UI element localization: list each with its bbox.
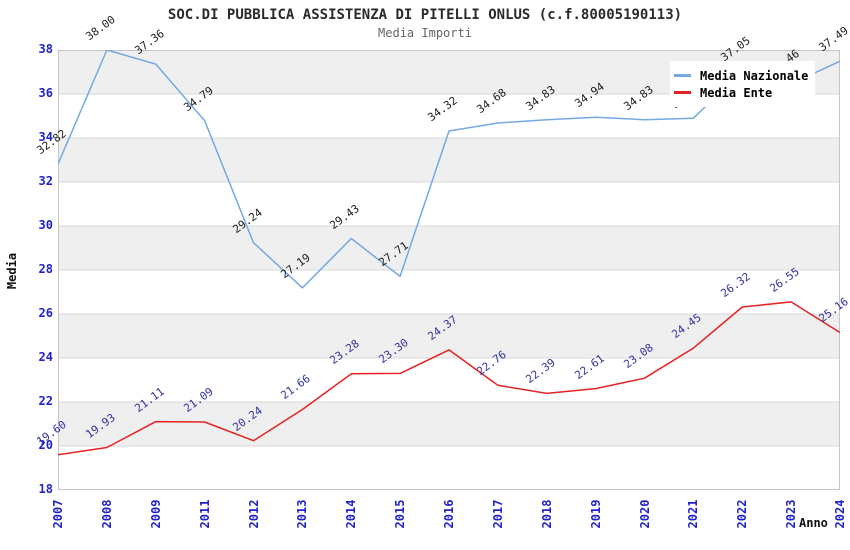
x-tick-label: 2024 xyxy=(833,499,847,529)
nazionale-line-swatch-icon xyxy=(674,74,691,77)
plot-band xyxy=(58,358,840,402)
y-tick-label: 24 xyxy=(38,350,53,364)
y-tick-label: 38 xyxy=(38,42,53,56)
y-axis-title: Media xyxy=(5,252,19,290)
y-tick-label: 36 xyxy=(38,86,53,100)
x-tick-label: 2018 xyxy=(539,499,554,529)
chart-title: SOC.DI PUBBLICA ASSISTENZA DI PITELLI ON… xyxy=(167,7,683,23)
x-tick-label: 2008 xyxy=(99,499,114,529)
legend-label: Media Nazionale xyxy=(700,68,809,83)
plot-band xyxy=(58,270,840,314)
x-tick-label: 2017 xyxy=(490,499,505,529)
plot-band xyxy=(58,226,840,270)
legend-label: Media Ente xyxy=(700,85,773,100)
x-tick-label: 2016 xyxy=(442,499,456,529)
y-tick-label: 30 xyxy=(38,218,53,232)
y-tick-label: 34 xyxy=(38,130,53,144)
x-tick-label: 2020 xyxy=(637,499,652,529)
legend-item-ente: Media Ente xyxy=(674,85,815,100)
legend-item-nazionale: Media Nazionale xyxy=(674,68,815,83)
x-tick-label: 2022 xyxy=(735,499,750,529)
legend: Media Nazionale Media Ente xyxy=(670,61,815,107)
x-tick-label: 2021 xyxy=(686,499,701,529)
y-tick-label: 20 xyxy=(38,438,53,452)
y-tick-label: 32 xyxy=(38,174,53,188)
chart-subtitle: Media Importi xyxy=(378,26,472,40)
plot-band xyxy=(58,182,840,226)
x-tick-label: 2009 xyxy=(148,499,163,529)
x-tick-label: 2011 xyxy=(197,499,212,529)
x-tick-label: 2007 xyxy=(51,499,65,529)
x-tick-label: 2023 xyxy=(784,499,799,529)
plot-band xyxy=(58,446,840,490)
x-tick-label: 2015 xyxy=(393,499,408,529)
ente-line-swatch-icon xyxy=(674,91,691,94)
plot-border xyxy=(58,50,840,490)
plot-band xyxy=(58,138,840,182)
x-axis-title: Anno xyxy=(799,516,828,530)
x-tick-label: 2012 xyxy=(246,499,261,529)
plot-canvas xyxy=(58,50,840,490)
plot-band xyxy=(58,402,840,446)
x-tick-label: 2014 xyxy=(344,499,359,529)
y-tick-label: 28 xyxy=(38,262,53,276)
y-tick-label: 18 xyxy=(38,482,53,496)
x-tick-label: 2013 xyxy=(295,499,310,529)
plot-area: 32.82 38.00 37.36 34.79 29.24 27.19 29.43 27.71… xyxy=(34,13,850,490)
ente-line xyxy=(58,301,840,456)
x-tick-label: 2019 xyxy=(588,499,603,529)
y-tick-label: 26 xyxy=(38,306,53,320)
y-tick-label: 22 xyxy=(38,394,53,408)
